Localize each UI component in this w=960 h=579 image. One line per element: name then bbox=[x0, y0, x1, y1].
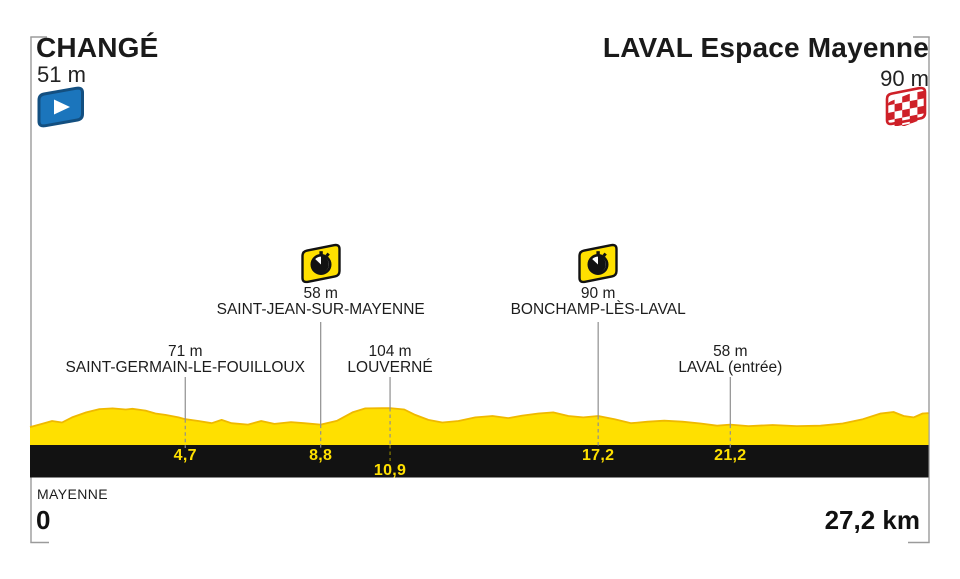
marker-km-label: 4,7 bbox=[173, 447, 197, 464]
distance-band bbox=[30, 445, 929, 478]
marker-town-name: LAVAL (entrée) bbox=[678, 359, 783, 376]
start-km-label: 0 bbox=[36, 505, 51, 535]
marker-km-label: 10,9 bbox=[373, 462, 407, 479]
marker-town-name: LOUVERNÉ bbox=[347, 359, 433, 376]
finish-flag-icon bbox=[885, 86, 927, 126]
marker-elevation: 58 m bbox=[303, 285, 338, 302]
finish-elevation: 90 m bbox=[880, 66, 929, 91]
start-flag-icon bbox=[37, 86, 84, 128]
marker-elevation: 71 m bbox=[168, 343, 203, 360]
marker-town-name: BONCHAMP-LÈS-LAVAL bbox=[510, 301, 686, 318]
marker-km-label: 8,8 bbox=[309, 447, 333, 464]
marker-elevation: 104 m bbox=[368, 343, 412, 360]
finish-block: LAVAL Espace Mayenne 90 m bbox=[603, 32, 929, 92]
department-label: MAYENNE bbox=[37, 486, 108, 502]
marker-km-label: 21,2 bbox=[714, 447, 747, 464]
profile-area bbox=[30, 408, 929, 446]
total-distance-label: 27,2 km bbox=[824, 505, 920, 535]
finish-town-name: LAVAL Espace Mayenne bbox=[602, 32, 929, 63]
marker-km-label: 17,2 bbox=[581, 447, 615, 464]
marker-town-name: SAINT-JEAN-SUR-MAYENNE bbox=[216, 301, 425, 318]
marker-elevation: 58 m bbox=[713, 343, 748, 360]
start-town-name: CHANGÉ bbox=[36, 32, 159, 63]
start-elevation: 51 m bbox=[37, 62, 86, 87]
timecheck-stopwatch-icon bbox=[300, 243, 341, 284]
profile-edge-line bbox=[29, 407, 929, 428]
marker-town-name: SAINT-GERMAIN-LE-FOUILLOUX bbox=[65, 359, 305, 376]
marker-elevation: 90 m bbox=[580, 285, 616, 302]
timecheck-stopwatch-icon bbox=[578, 243, 618, 284]
